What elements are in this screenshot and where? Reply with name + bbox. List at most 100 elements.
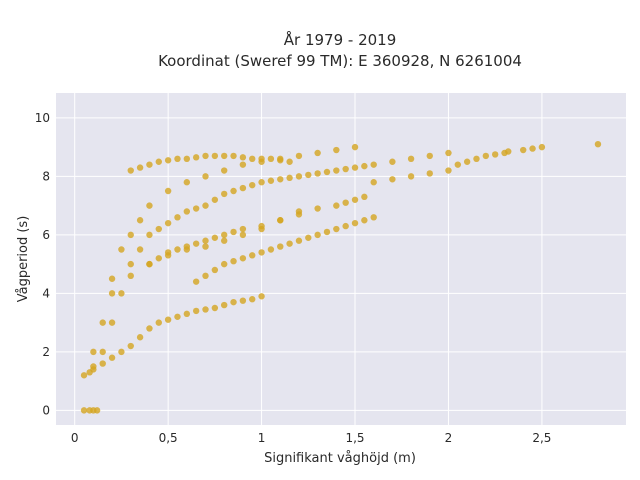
y-tick-label: 6 xyxy=(42,228,50,242)
data-point xyxy=(108,275,116,282)
plot-area xyxy=(56,93,626,425)
data-point xyxy=(267,177,275,184)
data-point xyxy=(286,158,293,165)
data-point xyxy=(239,297,247,304)
data-point xyxy=(249,181,256,189)
data-point xyxy=(118,348,125,356)
y-tick-label: 0 xyxy=(42,403,50,417)
data-point xyxy=(211,234,219,241)
data-point xyxy=(239,231,247,239)
data-point xyxy=(426,152,433,160)
data-point xyxy=(99,360,106,367)
data-point xyxy=(538,143,546,151)
data-point xyxy=(333,225,340,233)
y-tick-label: 2 xyxy=(42,345,50,359)
data-point xyxy=(454,161,462,168)
data-point xyxy=(118,290,125,297)
data-point xyxy=(108,319,116,326)
data-point xyxy=(230,228,237,236)
data-point xyxy=(174,214,181,221)
data-point xyxy=(529,145,536,152)
data-point xyxy=(277,176,284,183)
chart-title-line1: År 1979 - 2019 xyxy=(284,30,397,49)
data-point xyxy=(93,407,101,414)
data-point xyxy=(389,158,396,165)
data-point xyxy=(99,319,106,326)
data-point xyxy=(118,246,125,253)
data-point xyxy=(342,222,349,230)
data-point xyxy=(333,202,340,209)
data-point xyxy=(146,161,153,168)
data-point xyxy=(220,301,228,309)
data-point xyxy=(127,342,134,350)
data-point xyxy=(351,196,359,203)
data-point xyxy=(520,146,527,154)
data-point xyxy=(211,152,219,160)
data-point xyxy=(146,325,153,332)
x-tick-label: 2,5 xyxy=(532,431,551,445)
data-point xyxy=(426,170,433,177)
data-point xyxy=(164,219,172,227)
data-point xyxy=(445,167,452,174)
data-point xyxy=(594,140,602,148)
data-point xyxy=(192,307,200,315)
data-point xyxy=(239,255,247,262)
data-point xyxy=(295,173,303,180)
x-tick-label: 0 xyxy=(71,431,79,445)
data-point xyxy=(267,246,275,253)
y-axis-title: Vågperiod (s) xyxy=(16,216,31,303)
x-axis-title: Signifikant våghöjd (m) xyxy=(264,451,416,466)
data-point xyxy=(192,240,200,247)
data-point xyxy=(127,272,134,280)
data-point xyxy=(342,199,349,206)
data-point xyxy=(164,316,172,323)
data-point xyxy=(239,161,247,168)
data-point xyxy=(258,155,265,163)
data-point xyxy=(211,304,219,312)
data-point xyxy=(127,260,134,268)
data-point xyxy=(249,155,256,163)
data-point xyxy=(202,152,209,160)
data-point xyxy=(174,313,181,320)
data-point xyxy=(174,246,181,253)
data-point xyxy=(239,184,247,192)
data-point xyxy=(482,152,490,160)
data-point xyxy=(220,167,228,174)
y-tick-label: 10 xyxy=(35,111,50,125)
data-point xyxy=(155,255,162,262)
data-point xyxy=(314,149,321,157)
data-point xyxy=(146,202,153,209)
data-point xyxy=(305,234,312,241)
data-point xyxy=(407,173,415,180)
data-point xyxy=(267,155,275,163)
data-point xyxy=(155,319,162,326)
x-tick-label: 1,5 xyxy=(345,431,364,445)
data-point xyxy=(351,164,359,171)
data-point xyxy=(473,155,480,163)
data-point xyxy=(164,249,172,256)
data-point xyxy=(192,205,200,212)
data-point xyxy=(202,237,209,244)
data-point xyxy=(407,155,415,163)
data-point xyxy=(211,266,219,274)
data-point xyxy=(127,231,134,239)
data-point xyxy=(258,249,265,256)
data-point xyxy=(314,170,321,177)
data-point xyxy=(305,171,312,179)
data-point xyxy=(370,161,377,168)
data-point xyxy=(277,157,284,164)
data-point xyxy=(80,372,88,379)
data-point xyxy=(295,152,303,160)
data-point xyxy=(370,179,377,186)
data-point xyxy=(351,143,359,151)
data-point xyxy=(90,348,97,356)
data-point xyxy=(202,243,209,250)
data-point xyxy=(192,278,200,285)
x-tick-label: 0,5 xyxy=(159,431,178,445)
data-point xyxy=(239,154,247,161)
data-point xyxy=(220,152,228,160)
data-point xyxy=(155,158,162,165)
data-point xyxy=(127,167,134,174)
data-point xyxy=(361,217,368,224)
